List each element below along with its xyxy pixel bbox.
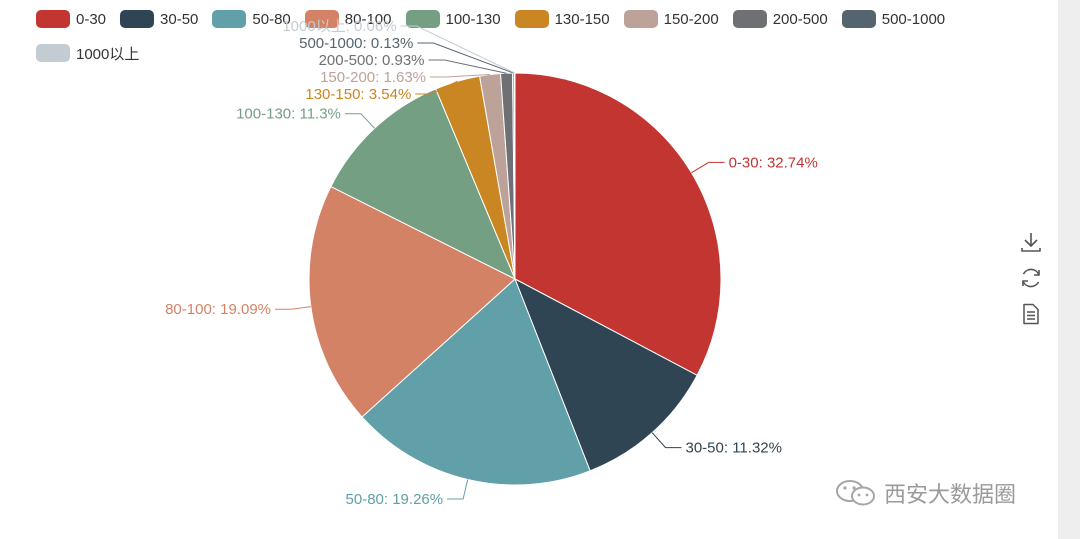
refresh-icon[interactable] bbox=[1019, 266, 1043, 290]
slice-label: 0-30: 32.74% bbox=[729, 154, 818, 171]
label-leader-line bbox=[400, 25, 515, 74]
pie-slice[interactable] bbox=[514, 72, 722, 376]
right-edge-strip bbox=[1058, 0, 1080, 539]
label-leader-line bbox=[651, 432, 682, 449]
label-leader-line bbox=[691, 161, 725, 174]
legend-item[interactable]: 80-100 bbox=[304, 10, 392, 28]
legend-swatch bbox=[304, 10, 339, 28]
label-leader-line bbox=[428, 59, 507, 74]
pie-slice[interactable] bbox=[308, 185, 516, 418]
label-leader-line bbox=[417, 42, 514, 74]
pie-slice[interactable] bbox=[514, 277, 698, 472]
legend-item[interactable]: 100-130 bbox=[405, 10, 501, 28]
label-leader-line bbox=[415, 80, 458, 95]
chart-legend: 0-30 30-50 50-80 80-100 100-130 130-150 150-20… bbox=[36, 10, 1016, 63]
slice-label: 80-100: 19.09% bbox=[165, 301, 271, 318]
wechat-icon bbox=[836, 480, 875, 506]
legend-label: 500-1000 bbox=[881, 10, 946, 28]
slice-label: 150-200: 1.63% bbox=[320, 69, 426, 86]
legend-label: 1000以上 bbox=[76, 45, 140, 63]
legend-swatch bbox=[514, 10, 549, 28]
slice-label: 30-50: 11.32% bbox=[686, 440, 782, 457]
data-view-icon[interactable] bbox=[1019, 302, 1043, 326]
legend-item[interactable]: 500-1000 bbox=[841, 10, 946, 28]
label-leader-line bbox=[430, 74, 491, 78]
legend-swatch bbox=[623, 10, 658, 28]
legend-label: 200-500 bbox=[772, 10, 828, 28]
slice-label: 50-80: 19.26% bbox=[346, 491, 444, 508]
legend-swatch bbox=[732, 10, 767, 28]
slice-label: 200-500: 0.93% bbox=[319, 52, 425, 69]
legend-item[interactable]: 30-50 bbox=[120, 10, 198, 28]
legend-label: 100-130 bbox=[445, 10, 501, 28]
chart-toolbox bbox=[1018, 230, 1044, 326]
legend-label: 50-80 bbox=[252, 10, 291, 28]
slice-label: 1000以上: 0.06% bbox=[282, 18, 396, 35]
watermark: 西安大数据圈 bbox=[834, 478, 1016, 508]
legend-item[interactable]: 150-200 bbox=[623, 10, 719, 28]
label-leader-line bbox=[447, 479, 469, 500]
watermark-text: 西安大数据圈 bbox=[884, 482, 1017, 507]
legend-swatch bbox=[841, 10, 876, 28]
legend-label: 0-30 bbox=[76, 10, 107, 28]
legend-label: 30-50 bbox=[160, 10, 199, 28]
pie-slice[interactable] bbox=[361, 278, 591, 486]
slice-label: 130-150: 3.54% bbox=[305, 86, 411, 103]
legend-label: 150-200 bbox=[663, 10, 719, 28]
legend-swatch bbox=[405, 10, 440, 28]
legend-swatch bbox=[212, 10, 247, 28]
label-leader-line bbox=[344, 113, 375, 129]
slice-label: 100-130: 11.3% bbox=[236, 106, 341, 123]
legend-item[interactable]: 200-500 bbox=[732, 10, 828, 28]
legend-item[interactable]: 1000以上 bbox=[36, 44, 140, 63]
legend-item[interactable]: 50-80 bbox=[212, 10, 291, 28]
download-icon[interactable] bbox=[1019, 230, 1043, 254]
legend-swatch bbox=[36, 44, 70, 62]
legend-item[interactable]: 0-30 bbox=[36, 10, 106, 28]
legend-item[interactable]: 130-150 bbox=[514, 10, 610, 28]
legend-swatch bbox=[120, 10, 155, 28]
slice-label: 500-1000: 0.13% bbox=[299, 35, 413, 52]
legend-label: 130-150 bbox=[554, 10, 610, 28]
legend-swatch bbox=[36, 10, 70, 28]
pie-slice[interactable] bbox=[330, 88, 516, 281]
label-leader-line bbox=[275, 306, 311, 310]
legend-label: 80-100 bbox=[344, 10, 392, 28]
